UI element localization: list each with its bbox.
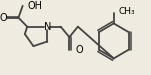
Text: O: O — [0, 13, 7, 23]
Text: OH: OH — [27, 1, 42, 11]
Text: O: O — [75, 45, 83, 55]
Text: CH₃: CH₃ — [119, 7, 135, 16]
Text: N: N — [44, 22, 51, 32]
